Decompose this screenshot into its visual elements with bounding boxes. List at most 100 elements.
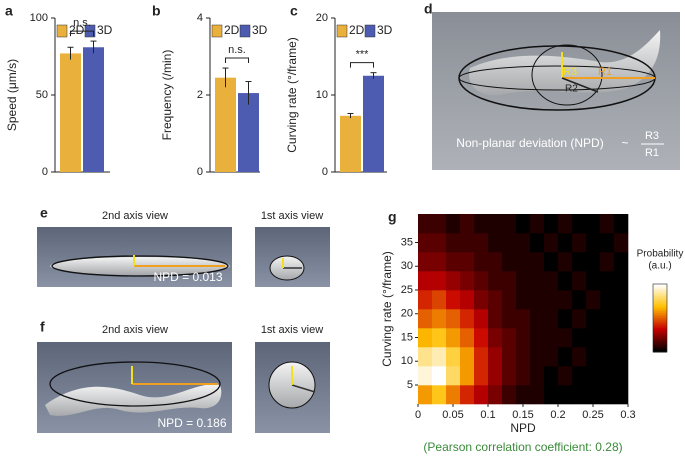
heat-cell (474, 328, 489, 348)
heat-cell (558, 271, 573, 291)
legend-label: 3D (97, 23, 113, 37)
panel-label: c (290, 3, 298, 19)
heat-cell (516, 252, 531, 272)
heat-cell (460, 385, 475, 405)
heat-cell (418, 290, 433, 310)
colorbar-segment (653, 295, 667, 299)
legend-label: 2D (224, 23, 240, 37)
colorbar-segment (653, 340, 667, 343)
heat-cell (432, 214, 447, 234)
colorbar-segment (653, 336, 667, 339)
panel-d: d R3 R1 R2 Non-planar deviation (NPD) ~ … (424, 1, 680, 170)
colorbar-segment (653, 312, 667, 316)
heat-cell (460, 214, 475, 234)
y-axis-label: Frequency (/min) (160, 50, 174, 141)
heat-cell (544, 366, 559, 386)
heat-cell (418, 347, 433, 367)
colorbar-segment (653, 335, 667, 338)
heat-cell (432, 385, 447, 405)
colorbar-segment (653, 338, 667, 341)
heat-cell (544, 271, 559, 291)
ellipse (51, 255, 229, 277)
colorbar-segment (653, 297, 667, 300)
heat-cell (488, 366, 503, 386)
significance-bracket (350, 62, 374, 68)
legend-swatch (56, 24, 68, 38)
colorbar-segment (653, 333, 667, 336)
heat-cell (502, 271, 517, 291)
heat-cell (614, 233, 629, 253)
heat-cell (418, 328, 433, 348)
heat-cell (446, 309, 461, 329)
y-tick-label: 20 (401, 308, 413, 320)
heat-cell (544, 309, 559, 329)
y-tick-label: 15 (401, 331, 413, 343)
ellipse (49, 361, 221, 407)
heat-cell (488, 233, 503, 253)
heat-cell (432, 290, 447, 310)
colorbar-segment (653, 306, 667, 309)
y-tick-label: 2 (197, 89, 203, 101)
heat-cell (586, 385, 601, 405)
heat-cell (502, 290, 517, 310)
heat-cell (586, 252, 601, 272)
heat-cell (572, 290, 587, 310)
heat-cell (432, 271, 447, 291)
y-tick-label: 10 (401, 355, 413, 367)
heat-cell (558, 309, 573, 329)
colorbar-segment (653, 299, 667, 302)
y-tick-label: 0 (322, 166, 328, 178)
heat-cell (558, 328, 573, 348)
x-tick-label: 0.25 (582, 409, 603, 421)
heat-cell (418, 366, 433, 386)
legend-label: 2D (349, 23, 365, 37)
heat-cell (572, 233, 587, 253)
heat-cell (418, 385, 433, 405)
heat-cell (530, 290, 545, 310)
panel-e: e 2nd axis view 1st axis view NPD = 0.01… (37, 205, 330, 287)
heat-cell (488, 214, 503, 234)
worm-shape (469, 30, 661, 96)
heat-cell (586, 214, 601, 234)
heat-cell (446, 252, 461, 272)
label-r3: R3 (563, 66, 577, 78)
heat-cell (474, 309, 489, 329)
panel-label: b (152, 3, 161, 19)
legend-label: 2D (69, 23, 85, 37)
y-tick-label: 50 (36, 89, 48, 101)
panel-label: g (388, 209, 397, 225)
colorbar-segment (653, 346, 667, 350)
heat-cell (432, 309, 447, 329)
heat-cell (544, 290, 559, 310)
heat-cell (530, 347, 545, 367)
heat-cell (544, 252, 559, 272)
heat-cell (488, 252, 503, 272)
annotation: n.s. (73, 17, 91, 29)
colorbar-segment (653, 314, 667, 317)
legend-swatch (211, 24, 223, 38)
heat-cell (460, 271, 475, 291)
colorbar-segment (653, 290, 667, 293)
heat-cell (460, 252, 475, 272)
npd-value: NPD = 0.013 (153, 270, 222, 284)
view-title: 1st axis view (261, 210, 323, 222)
heat-cell (530, 309, 545, 329)
heat-cell (516, 366, 531, 386)
heat-cell (502, 385, 517, 405)
heat-cell (432, 366, 447, 386)
worm-shape (45, 384, 222, 416)
colorbar-label: (a.u.) (648, 261, 671, 272)
heat-cell (614, 328, 629, 348)
heat-cell (474, 252, 489, 272)
colorbar-segment (653, 284, 667, 287)
y-tick-label: 25 (401, 284, 413, 296)
heat-cell (530, 328, 545, 348)
colorbar-segment (653, 331, 667, 334)
heat-cell (572, 271, 587, 291)
heat-cell (446, 271, 461, 291)
heat-cell (418, 233, 433, 253)
heat-cell (530, 233, 545, 253)
heat-cell (460, 233, 475, 253)
label-r2: R2 (565, 84, 578, 95)
panel-label: d (424, 1, 433, 17)
